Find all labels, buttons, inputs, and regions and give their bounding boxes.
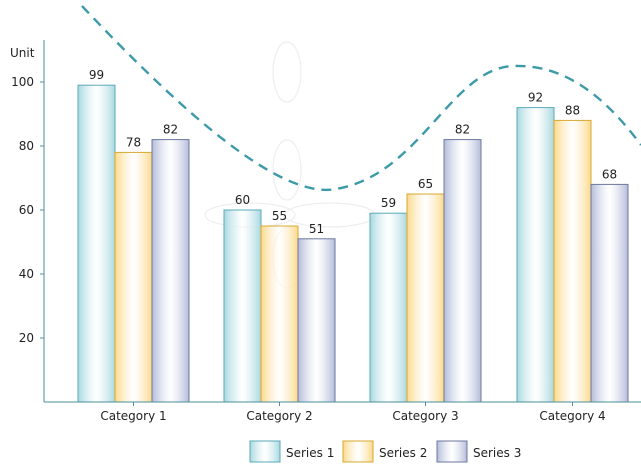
value-labels-layer: 99 78 82 60 55 51 59 65 82 92 88 68 — [89, 68, 617, 236]
x-axis-categories: Category 1 Category 2 Category 3 Category 4 — [100, 402, 606, 423]
data-label: 65 — [418, 177, 433, 191]
data-label: 60 — [235, 193, 250, 207]
background-ellipse — [284, 202, 376, 228]
y-tick-label: 20 — [19, 331, 34, 345]
y-axis-title: Unit — [10, 46, 35, 60]
data-label: 55 — [272, 209, 287, 223]
data-label: 68 — [602, 167, 617, 181]
category-label: Category 3 — [392, 409, 458, 423]
bar-2-1 — [114, 151, 153, 403]
bar-2-3 — [406, 193, 445, 403]
y-tick-label: 40 — [19, 267, 34, 281]
bar-2-4 — [553, 119, 592, 403]
bar-3-1 — [151, 139, 190, 403]
y-tick-label: 60 — [19, 203, 34, 217]
bar-3-3 — [443, 139, 482, 403]
legend-label: Series 2 — [379, 446, 427, 460]
data-label: 92 — [528, 91, 543, 105]
legend-swatch — [342, 440, 374, 463]
legend-swatch — [249, 440, 281, 463]
bar-1-4 — [516, 107, 555, 403]
trend-line-layer — [81, 5, 641, 192]
bars-layer — [77, 84, 629, 403]
axes: Unit — [10, 40, 641, 403]
bar-1-1 — [77, 84, 116, 403]
legend-swatch — [436, 440, 468, 463]
bar-1-3 — [369, 212, 408, 403]
data-label: 82 — [163, 123, 178, 137]
category-label: Category 1 — [100, 409, 166, 423]
y-tick-label: 100 — [11, 75, 34, 89]
background-ellipse — [272, 139, 302, 201]
data-label: 88 — [565, 103, 580, 117]
data-label: 82 — [455, 123, 470, 137]
data-label: 99 — [89, 68, 104, 82]
trend-line — [81, 5, 641, 192]
bar-3-4 — [590, 183, 629, 403]
category-label: Category 2 — [246, 409, 312, 423]
y-axis-ticks: 20 40 60 80 100 — [11, 75, 44, 345]
data-label: 78 — [126, 135, 141, 149]
bar-1-2 — [223, 209, 262, 403]
y-tick-label: 80 — [19, 139, 34, 153]
bar-3-2 — [297, 238, 336, 403]
legend: Series 1 Series 2 Series 3 — [249, 440, 521, 463]
legend-label: Series 3 — [473, 446, 521, 460]
data-label: 59 — [381, 196, 396, 210]
background-ellipse — [272, 41, 302, 103]
category-label: Category 4 — [539, 409, 605, 423]
data-label: 51 — [309, 222, 324, 236]
bar-2-2 — [260, 225, 299, 403]
legend-label: Series 1 — [286, 446, 334, 460]
